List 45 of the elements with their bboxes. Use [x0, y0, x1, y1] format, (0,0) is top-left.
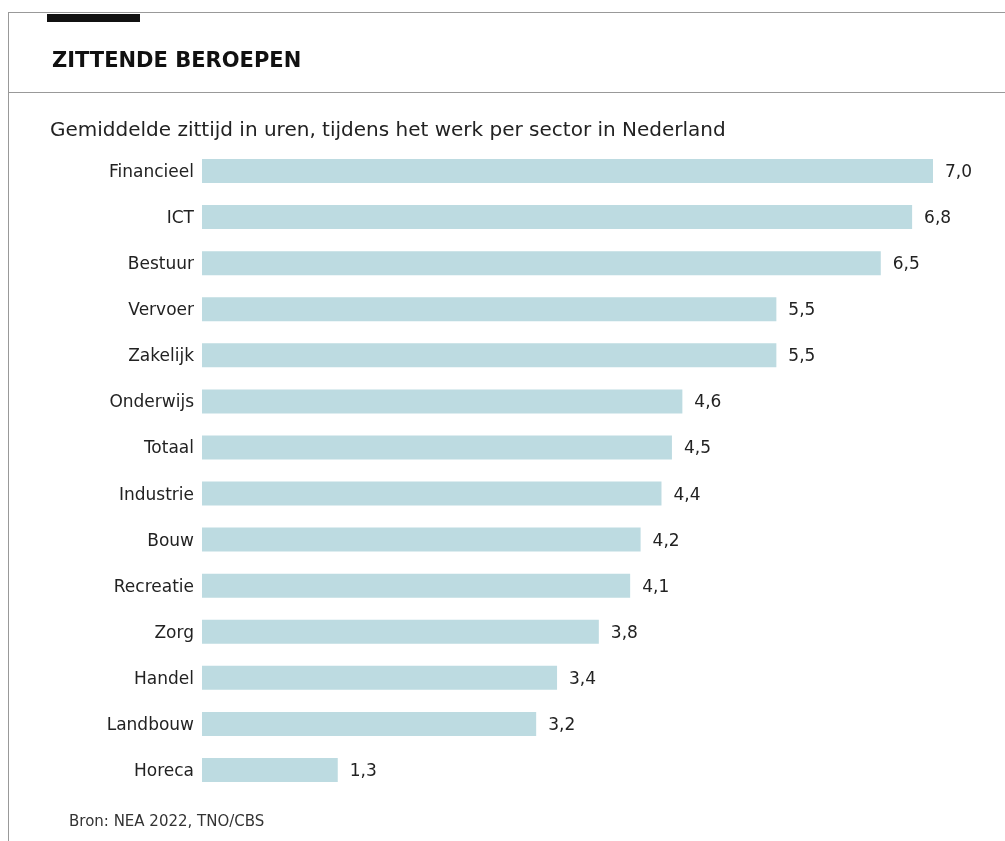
data-label: 4,6 — [694, 391, 722, 412]
text: Bron: NEA 2022, TNO/CBS — [69, 811, 265, 830]
y-tick-label: Recreatie — [113, 575, 194, 596]
data-label: 4,5 — [683, 437, 711, 458]
bar — [202, 573, 631, 598]
data-label: 3,2 — [548, 713, 576, 734]
chart-subtitle: Gemiddelde zittijd in uren, tijdens het werk per sector in Nederland — [50, 117, 726, 141]
y-tick-label: Onderwijs — [109, 391, 195, 412]
y-tick-label: ICT — [166, 207, 195, 228]
bar — [202, 205, 913, 230]
y-tick-label: Landbouw — [106, 713, 195, 734]
data-label: 3,4 — [569, 667, 597, 688]
bar — [202, 251, 881, 276]
bar — [202, 435, 672, 460]
y-tick-label: Horeca — [133, 759, 194, 780]
data-label: 4,1 — [642, 575, 670, 596]
data-label: 3,8 — [610, 621, 638, 642]
data-label: 6,8 — [924, 207, 952, 228]
y-tick-label: Financieel — [109, 161, 194, 182]
y-tick-label: Handel — [134, 667, 194, 688]
y-tick-label: Zakelijk — [128, 345, 195, 366]
data-label: 5,5 — [788, 345, 816, 366]
y-tick-label: Vervoer — [128, 299, 195, 320]
bar — [202, 665, 558, 690]
bar — [202, 297, 777, 322]
bar — [202, 481, 662, 506]
data-label: 4,2 — [652, 529, 680, 550]
data-label: 6,5 — [892, 253, 920, 274]
bar — [202, 343, 777, 368]
y-tick-label: Bouw — [147, 529, 195, 550]
bar — [202, 527, 641, 552]
bar — [202, 619, 599, 644]
chart-title: ZITTENDE BEROEPEN — [52, 47, 302, 72]
bar — [202, 711, 537, 736]
data-label: 4,4 — [673, 483, 701, 504]
bar — [202, 389, 683, 414]
data-label: 1,3 — [349, 759, 377, 780]
bar — [202, 757, 338, 782]
y-tick-label: Totaal — [142, 437, 194, 458]
y-tick-label: Bestuur — [127, 253, 195, 274]
y-tick-label: Zorg — [154, 621, 194, 642]
bar — [202, 159, 933, 184]
y-tick-label: Industrie — [118, 483, 194, 504]
data-label: 7,0 — [945, 161, 973, 182]
data-label: 5,5 — [788, 299, 816, 320]
